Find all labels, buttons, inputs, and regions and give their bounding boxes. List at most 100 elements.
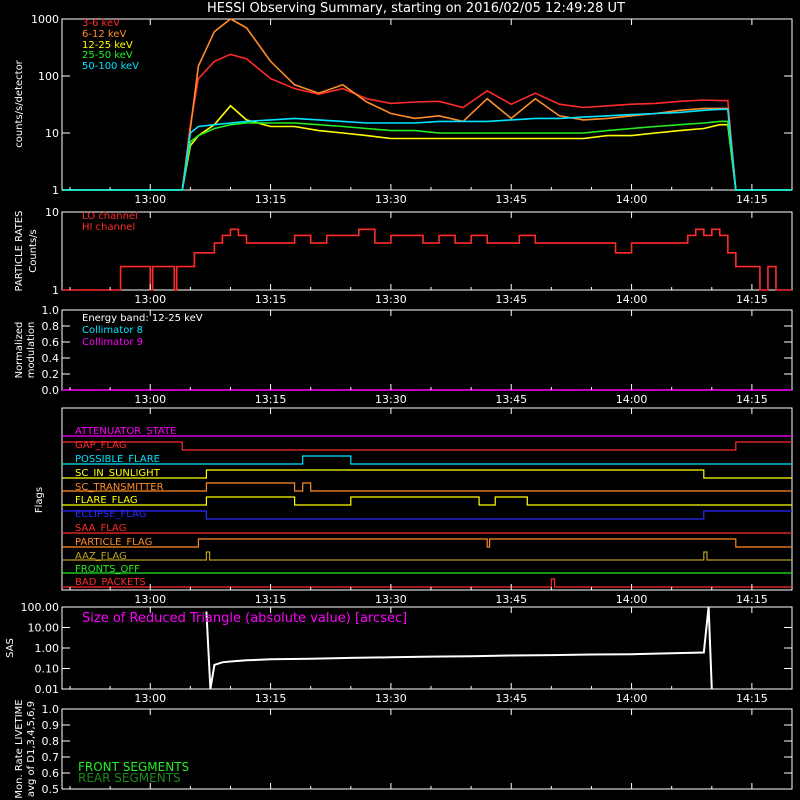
sas-x-ticks: 13:00 13:15 13:30 13:45 14:00 14:15	[69, 607, 768, 705]
y-tick-label: 10	[45, 206, 59, 219]
flag-line-4	[62, 482, 792, 492]
y-tick-label: 100.00	[21, 601, 60, 614]
x-tick-label: 13:00	[134, 393, 166, 406]
flag-label-saa: SAA_FLAG	[75, 523, 126, 534]
flags-panel: Flags ATTENUATOR_STATE GAP_FLAG POSSIBLE…	[34, 407, 793, 591]
plot-title: HESSI Observing Summary, starting on 201…	[207, 1, 625, 16]
x-tick-label: 13:15	[255, 293, 287, 306]
x-tick-label: 13:45	[495, 692, 527, 705]
x-tick-label: 13:45	[495, 193, 527, 206]
x-tick-label: 13:30	[375, 593, 407, 606]
rates-legend-25-50: 25-50 keV	[82, 50, 133, 61]
flags-lines	[62, 435, 792, 588]
series-line-sas-0	[205, 606, 713, 690]
particle-panel: 1 10 PARTICLE RATES Counts/s LO channel H…	[14, 206, 793, 297]
flag-label-eclipse: ECLIPSE_FLAG	[75, 509, 146, 520]
x-tick-label: 13:15	[255, 692, 287, 705]
series-line-rates-3	[62, 120, 792, 191]
x-tick-label: 13:30	[375, 293, 407, 306]
flag-label-attenuator-state: ATTENUATOR_STATE	[75, 426, 176, 437]
y-tick-label: 10.00	[28, 622, 60, 635]
sas-annotation: Size of Reduced Triangle (absolute value…	[82, 611, 407, 626]
x-tick-label: 13:00	[134, 293, 166, 306]
y-tick-label: 1.0	[42, 703, 60, 716]
x-tick-label: 13:00	[134, 593, 166, 606]
x-tick-label: 14:00	[616, 193, 648, 206]
rates-y-ticks: 1 10 100 1000	[31, 13, 792, 197]
y-tick-label: 0.8	[42, 735, 60, 748]
x-tick-label: 14:15	[736, 193, 768, 206]
series-line-rates-1	[62, 18, 792, 191]
x-tick-label: 14:15	[736, 393, 768, 406]
flags-ylabel: Flags	[34, 487, 45, 513]
x-tick-label: 14:15	[736, 593, 768, 606]
x-tick-label: 13:15	[255, 393, 287, 406]
livetime-ylabel-1: Mon. Rate LIVETIME	[14, 699, 25, 798]
series-line-rates-2	[62, 104, 792, 191]
flag-line-11	[62, 578, 792, 588]
y-tick-label: 0.9	[42, 719, 60, 732]
x-tick-label: 13:30	[375, 193, 407, 206]
flag-label-sc-transmitter: SC_TRANSMITTER	[75, 482, 164, 493]
y-tick-label: 0.7	[42, 751, 60, 764]
series-line-particle-0	[62, 228, 792, 291]
flag-line-9	[62, 551, 792, 561]
x-tick-label: 13:00	[134, 692, 166, 705]
sas-y-ticks: 0.01 0.10 1.00 10.00 100.00	[21, 601, 792, 696]
modulation-x-ticks: 13:00 13:15 13:30 13:45 14:00 14:15	[69, 310, 768, 406]
x-tick-label: 13:30	[375, 393, 407, 406]
particle-ylabel-2: Counts/s	[28, 229, 39, 273]
particle-ylabel-1: PARTICLE RATES	[14, 211, 25, 292]
x-tick-label: 13:45	[495, 393, 527, 406]
flags-labels: ATTENUATOR_STATE GAP_FLAG POSSIBLE_FLARE…	[75, 426, 176, 588]
flag-line-1	[62, 441, 792, 451]
rates-legend-12-25: 12-25 keV	[82, 40, 133, 51]
rates-ylabel: counts/s/detector	[14, 59, 25, 147]
x-tick-label: 14:00	[616, 393, 648, 406]
flag-line-2	[62, 455, 792, 465]
x-tick-label: 13:45	[495, 593, 527, 606]
livetime-frame	[61, 708, 793, 790]
x-tick-label: 13:45	[495, 293, 527, 306]
particle-legend-lo: LO channel	[82, 211, 138, 222]
x-tick-label: 14:00	[616, 593, 648, 606]
x-tick-label: 14:15	[736, 293, 768, 306]
y-tick-label: 0.5	[42, 783, 60, 796]
rates-legend-50-100: 50-100 keV	[82, 61, 139, 72]
livetime-ylabel-2: avg of D1,3,4,5,6,9	[26, 701, 37, 797]
rates-legend-3-6: 3-6 keV	[82, 18, 120, 29]
flag-line-5	[62, 496, 792, 506]
sas-panel: 0.01 0.10 1.00 10.00 100.00 SAS Size of Redu…	[5, 601, 793, 696]
y-tick-label: 1000	[31, 13, 59, 26]
sas-series	[205, 606, 713, 690]
flag-label-gap: GAP_FLAG	[75, 440, 127, 451]
y-tick-label: 0.8	[42, 320, 60, 333]
x-tick-label: 14:15	[736, 692, 768, 705]
modulation-legend-c9: Collimator 9	[82, 337, 143, 348]
flag-label-sc-in-sunlight: SC_IN_SUNLIGHT	[75, 468, 161, 479]
x-tick-label: 13:15	[255, 593, 287, 606]
particle-series	[62, 228, 792, 291]
rates-series	[62, 18, 792, 191]
y-tick-label: 0.6	[42, 767, 60, 780]
flag-line-3	[62, 469, 792, 479]
livetime-y-ticks: 0.5 0.6 0.7 0.8 0.9 1.0	[42, 703, 792, 796]
rates-frame	[61, 18, 793, 191]
y-tick-label: 0.01	[35, 683, 60, 696]
y-tick-label: 1	[52, 284, 59, 297]
particle-legend-hi: HI channel	[82, 222, 135, 233]
livetime-panel: 0.5 0.6 0.7 0.8 0.9 1.0 Mon. Rate LIVETIME av…	[14, 699, 793, 799]
x-tick-label: 13:15	[255, 193, 287, 206]
flags-x-ticks: 13:00 13:15 13:30 13:45 14:00 14:15	[69, 408, 768, 606]
rates-legend-6-12: 6-12 keV	[82, 29, 126, 40]
y-tick-label: 0.4	[42, 352, 60, 365]
livetime-legend-front: FRONT SEGMENTS	[78, 760, 189, 774]
y-tick-label: 1	[52, 184, 59, 197]
flag-label-aaz: AAZ_FLAG	[75, 551, 127, 562]
flag-label-particle: PARTICLE_FLAG	[75, 537, 152, 548]
flag-label-flare: FLARE_FLAG	[75, 495, 138, 506]
y-tick-label: 1.0	[42, 304, 60, 317]
y-tick-label: 100	[38, 70, 59, 83]
series-line-rates-4	[62, 108, 792, 191]
